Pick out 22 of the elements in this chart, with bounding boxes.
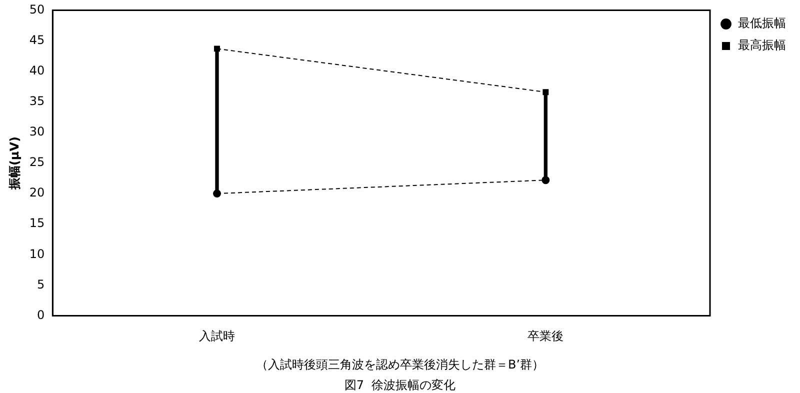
y-tick-label: 25 [29,155,45,170]
y-tick-label: 30 [29,124,45,139]
point [213,190,221,198]
y-tick-label: 50 [29,2,45,16]
y-tick-label: 5 [37,277,45,292]
y-tick-label: 45 [29,32,45,47]
text: 図7 徐波振幅の変化 [344,378,456,392]
legend-label: 最高振幅 [738,38,786,52]
point [542,89,549,96]
x-tick-label: 卒業後 [528,329,564,344]
legend-label: 最低振幅 [738,16,786,30]
x-tick-label: 入試時 [199,329,235,344]
y-axis-title: 振幅(μV) [7,136,22,191]
point [214,46,220,52]
text: （入試時後頭三角波を認め卒業後消失した群＝B’群） [256,358,544,372]
y-tick-label: 20 [29,186,45,200]
y-tick-label: 15 [29,216,45,230]
point [542,176,550,184]
y-tick-label: 40 [29,63,45,78]
y-tick-label: 0 [37,308,45,322]
y-tick-label: 10 [29,246,45,261]
y-tick-label: 35 [29,94,45,108]
